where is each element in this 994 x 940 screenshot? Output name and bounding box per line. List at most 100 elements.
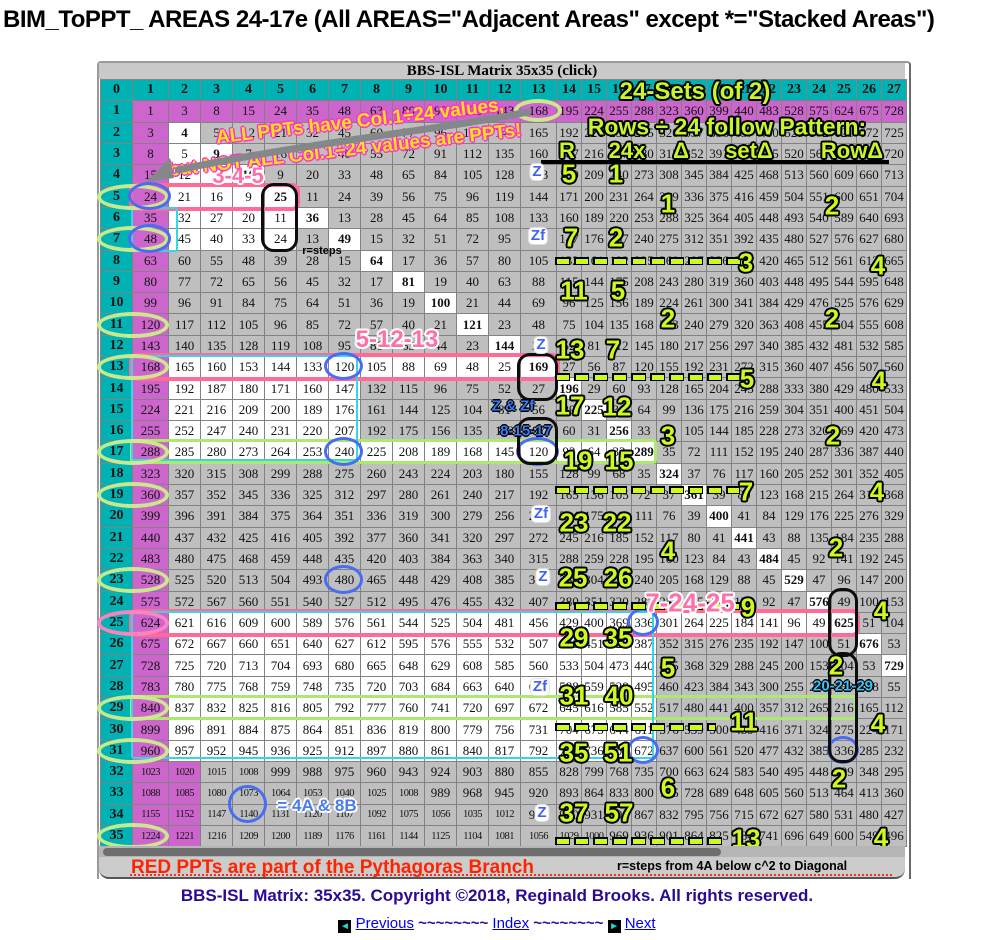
matrix-cell: 69 bbox=[424, 356, 457, 379]
matrix-cell: 243 bbox=[392, 462, 425, 485]
matrix-cell: 243 bbox=[656, 270, 682, 294]
matrix-cell: 440 bbox=[132, 526, 169, 549]
previous-link[interactable]: Previous bbox=[355, 915, 414, 932]
matrix-cell: 27 bbox=[520, 377, 557, 400]
matrix-cell: 1040 bbox=[328, 782, 361, 805]
matrix-cell: 665 bbox=[881, 249, 907, 272]
matrix-cell: 252 bbox=[606, 121, 632, 144]
matrix-cell: 416 bbox=[264, 526, 297, 549]
matrix-cell: 45 bbox=[756, 569, 782, 592]
matrix-cell: 189 bbox=[631, 292, 657, 315]
horizontal-scrollbar-thumb[interactable] bbox=[103, 848, 721, 856]
matrix-cell: 75 bbox=[264, 292, 297, 315]
matrix-cell: 400 bbox=[706, 505, 732, 528]
matrix-cell: 792 bbox=[328, 697, 361, 720]
matrix-cell: 528 bbox=[132, 569, 169, 592]
matrix-cell: 600 bbox=[831, 185, 857, 208]
matrix-cell: 80 bbox=[681, 526, 707, 549]
yellow-dashed-line bbox=[557, 839, 725, 844]
matrix-cell: 837 bbox=[168, 697, 201, 720]
matrix-cell: 392 bbox=[731, 228, 757, 251]
matrix-cell: 560 bbox=[520, 654, 557, 677]
matrix-cell: 1064 bbox=[264, 782, 297, 805]
matrix-cell: 165 bbox=[520, 121, 557, 144]
matrix-cell: 540 bbox=[296, 590, 329, 613]
matrix-cell: 5 bbox=[100, 185, 133, 208]
matrix-cell: 104 bbox=[831, 654, 857, 677]
matrix-cell: 16 bbox=[100, 419, 133, 443]
matrix-cell: 391 bbox=[200, 505, 233, 528]
index-link[interactable]: Index bbox=[492, 915, 530, 932]
matrix-cell: 624 bbox=[831, 100, 857, 123]
matrix-cell: 429 bbox=[781, 292, 807, 315]
matrix-cell: 75 bbox=[424, 185, 457, 208]
matrix-cell: 320 bbox=[656, 121, 682, 144]
matrix-cell: 17 bbox=[100, 441, 133, 464]
matrix-cell: 247 bbox=[606, 142, 632, 166]
matrix-cell: 299 bbox=[656, 185, 682, 208]
next-link[interactable]: Next bbox=[624, 915, 656, 932]
matrix-cell: 35 bbox=[656, 441, 682, 464]
matrix-cell: 893 bbox=[556, 782, 582, 805]
matrix-cell: 816 bbox=[264, 697, 297, 720]
matrix-cell: 159 bbox=[831, 675, 857, 699]
matrix-cell: 22 bbox=[756, 78, 782, 102]
matrix-cell: 1 bbox=[132, 78, 169, 102]
matrix-cell: 903 bbox=[456, 760, 489, 784]
matrix-cell: 215 bbox=[681, 590, 707, 613]
next-arrow-icon[interactable]: ► bbox=[607, 920, 621, 933]
matrix-cell: 41 bbox=[731, 505, 757, 528]
matrix-cell: 704 bbox=[881, 185, 907, 208]
matrix-cell: 64 bbox=[360, 249, 393, 272]
matrix-cell: 336 bbox=[360, 505, 393, 528]
matrix-cell: 24 bbox=[264, 228, 297, 251]
z-marker: Z bbox=[534, 336, 548, 353]
matrix-cell: 147 bbox=[556, 228, 582, 251]
matrix-cell: 81 bbox=[581, 334, 607, 358]
matrix-cell: 88 bbox=[731, 569, 757, 592]
matrix-cell: 300 bbox=[706, 292, 732, 315]
matrix-cell: 256 bbox=[488, 505, 521, 528]
matrix-cell: 1107 bbox=[328, 803, 361, 826]
matrix-cell: 31 bbox=[100, 739, 133, 763]
bbs-isl-matrix[interactable]: 0 1 2 3 4 5 6 7 8 9 10 11 12 13 14 15 16 17 18 19 20 21 22 23 24… bbox=[100, 78, 907, 848]
matrix-cell: 33 bbox=[100, 782, 133, 805]
matrix-cell: 288 bbox=[132, 441, 169, 464]
matrix-cell: 351 bbox=[328, 505, 361, 528]
matrix-cell: 377 bbox=[360, 526, 393, 549]
matrix-cell: 735 bbox=[328, 675, 361, 699]
matrix-cell: 63 bbox=[132, 249, 169, 272]
matrix-cell: 43 bbox=[756, 526, 782, 549]
matrix-cell: 595 bbox=[856, 270, 882, 294]
previous-arrow-icon[interactable]: ◄ bbox=[338, 920, 352, 933]
matrix-cell: 493 bbox=[296, 569, 329, 592]
matrix-cell: 403 bbox=[392, 547, 425, 571]
matrix-cell: 168 bbox=[456, 441, 489, 464]
matrix-cell: 323 bbox=[132, 462, 169, 485]
matrix-cell: 1008 bbox=[232, 760, 265, 784]
matrix-cell: 6 bbox=[100, 206, 133, 230]
matrix-cell: 336 bbox=[831, 739, 857, 763]
matrix-cell: 144 bbox=[264, 356, 297, 379]
matrix-cell: 504 bbox=[456, 611, 489, 635]
matrix-cell: 245 bbox=[881, 547, 907, 571]
matrix-cell: 7 bbox=[232, 142, 265, 166]
matrix-cell: 616 bbox=[581, 697, 607, 720]
matrix-cell: 204 bbox=[706, 377, 732, 400]
matrix-cell: 1189 bbox=[296, 824, 329, 848]
matrix-cell: 9 bbox=[200, 142, 233, 166]
matrix-title-bar[interactable]: BBS-ISL Matrix 35x35 (click) bbox=[99, 63, 905, 79]
matrix-cell: 480 bbox=[681, 697, 707, 720]
matrix-cell: 1092 bbox=[360, 803, 393, 826]
matrix-cell: 567 bbox=[806, 142, 832, 166]
matrix-cell: 208 bbox=[392, 441, 425, 464]
matrix-cell: 532 bbox=[488, 633, 521, 656]
matrix-cell: 28 bbox=[100, 675, 133, 699]
matrix-cell: 29 bbox=[581, 377, 607, 400]
matrix-cell: 416 bbox=[756, 718, 782, 741]
matrix-cell: 371 bbox=[781, 718, 807, 741]
matrix-cell: 21 bbox=[424, 313, 457, 336]
matrix-cell: 27 bbox=[200, 206, 233, 230]
matrix-cell: 45 bbox=[781, 547, 807, 571]
matrix-cell: 20 bbox=[706, 78, 732, 102]
